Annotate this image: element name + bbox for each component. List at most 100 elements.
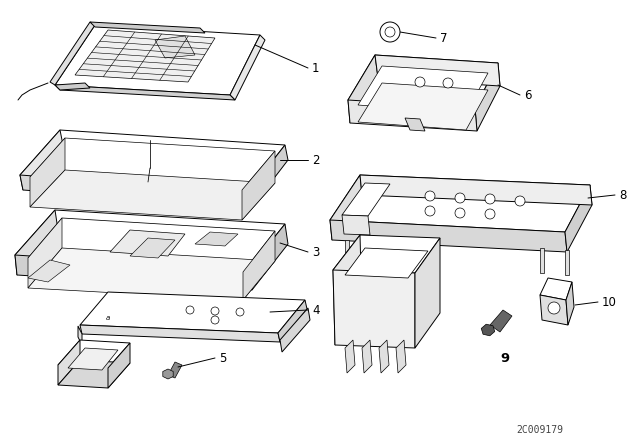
Polygon shape <box>15 210 58 275</box>
Circle shape <box>455 193 465 203</box>
Polygon shape <box>345 340 355 373</box>
Polygon shape <box>540 248 544 273</box>
Polygon shape <box>330 175 590 232</box>
Polygon shape <box>379 340 389 373</box>
Polygon shape <box>30 138 65 207</box>
Polygon shape <box>28 218 62 288</box>
Text: 9: 9 <box>500 352 509 365</box>
Polygon shape <box>168 362 182 378</box>
Polygon shape <box>362 340 372 373</box>
Polygon shape <box>80 325 280 342</box>
Text: 6: 6 <box>524 89 531 102</box>
Polygon shape <box>330 175 362 240</box>
Polygon shape <box>58 340 130 368</box>
Circle shape <box>211 307 219 315</box>
Polygon shape <box>333 235 440 273</box>
Circle shape <box>515 196 525 206</box>
Polygon shape <box>242 151 275 220</box>
Polygon shape <box>345 240 349 268</box>
Polygon shape <box>330 220 567 252</box>
Polygon shape <box>342 183 390 216</box>
Polygon shape <box>75 30 215 82</box>
Polygon shape <box>565 250 569 275</box>
Polygon shape <box>58 340 80 385</box>
Polygon shape <box>342 215 370 235</box>
Polygon shape <box>20 130 285 192</box>
Polygon shape <box>50 22 95 85</box>
Polygon shape <box>20 130 63 190</box>
Circle shape <box>425 191 435 201</box>
Polygon shape <box>230 35 265 100</box>
Polygon shape <box>78 326 82 345</box>
Circle shape <box>485 209 495 219</box>
Polygon shape <box>348 100 477 131</box>
Polygon shape <box>130 238 175 258</box>
Polygon shape <box>481 324 495 336</box>
Polygon shape <box>110 230 185 256</box>
Circle shape <box>415 77 425 87</box>
Polygon shape <box>280 308 310 352</box>
Polygon shape <box>248 224 288 290</box>
Text: 3: 3 <box>312 246 319 258</box>
Polygon shape <box>163 369 173 379</box>
Polygon shape <box>370 242 374 270</box>
Circle shape <box>380 22 400 42</box>
Polygon shape <box>30 170 275 220</box>
Polygon shape <box>333 235 362 345</box>
Polygon shape <box>565 185 592 252</box>
Circle shape <box>425 206 435 216</box>
Polygon shape <box>396 340 406 373</box>
Circle shape <box>455 208 465 218</box>
Text: 5: 5 <box>219 352 227 365</box>
Circle shape <box>443 78 453 88</box>
Polygon shape <box>405 118 425 131</box>
Polygon shape <box>68 348 118 370</box>
Polygon shape <box>28 218 275 272</box>
Text: 2C009179: 2C009179 <box>516 425 563 435</box>
Polygon shape <box>28 248 275 300</box>
Circle shape <box>548 302 560 314</box>
Polygon shape <box>195 232 238 246</box>
Polygon shape <box>333 270 415 348</box>
Text: 8: 8 <box>619 189 627 202</box>
Polygon shape <box>348 55 378 123</box>
Polygon shape <box>90 22 205 33</box>
Polygon shape <box>108 343 130 388</box>
Polygon shape <box>358 66 488 113</box>
Polygon shape <box>80 292 305 333</box>
Polygon shape <box>243 231 275 300</box>
Polygon shape <box>358 83 488 130</box>
Polygon shape <box>30 138 275 190</box>
Polygon shape <box>415 238 440 348</box>
Polygon shape <box>58 360 130 388</box>
Polygon shape <box>155 36 195 58</box>
Polygon shape <box>15 255 252 290</box>
Polygon shape <box>278 300 307 342</box>
Text: 10: 10 <box>602 296 617 309</box>
Polygon shape <box>348 55 498 108</box>
Polygon shape <box>55 83 90 90</box>
Text: 4: 4 <box>312 303 319 316</box>
Polygon shape <box>15 210 285 270</box>
Polygon shape <box>540 295 568 325</box>
Polygon shape <box>55 85 235 100</box>
Polygon shape <box>375 55 500 86</box>
Text: 7: 7 <box>440 31 447 44</box>
Circle shape <box>385 27 395 37</box>
Polygon shape <box>55 25 260 95</box>
Circle shape <box>211 316 219 324</box>
Polygon shape <box>20 175 252 207</box>
Text: 2: 2 <box>312 154 319 167</box>
Circle shape <box>236 308 244 316</box>
Polygon shape <box>345 248 428 278</box>
Polygon shape <box>475 63 500 131</box>
Polygon shape <box>490 310 512 332</box>
Polygon shape <box>540 278 572 300</box>
Text: 1: 1 <box>312 61 319 74</box>
Text: a: a <box>106 315 110 321</box>
Circle shape <box>186 306 194 314</box>
Polygon shape <box>28 260 70 282</box>
Polygon shape <box>360 175 592 205</box>
Polygon shape <box>566 282 574 325</box>
Polygon shape <box>248 145 288 207</box>
